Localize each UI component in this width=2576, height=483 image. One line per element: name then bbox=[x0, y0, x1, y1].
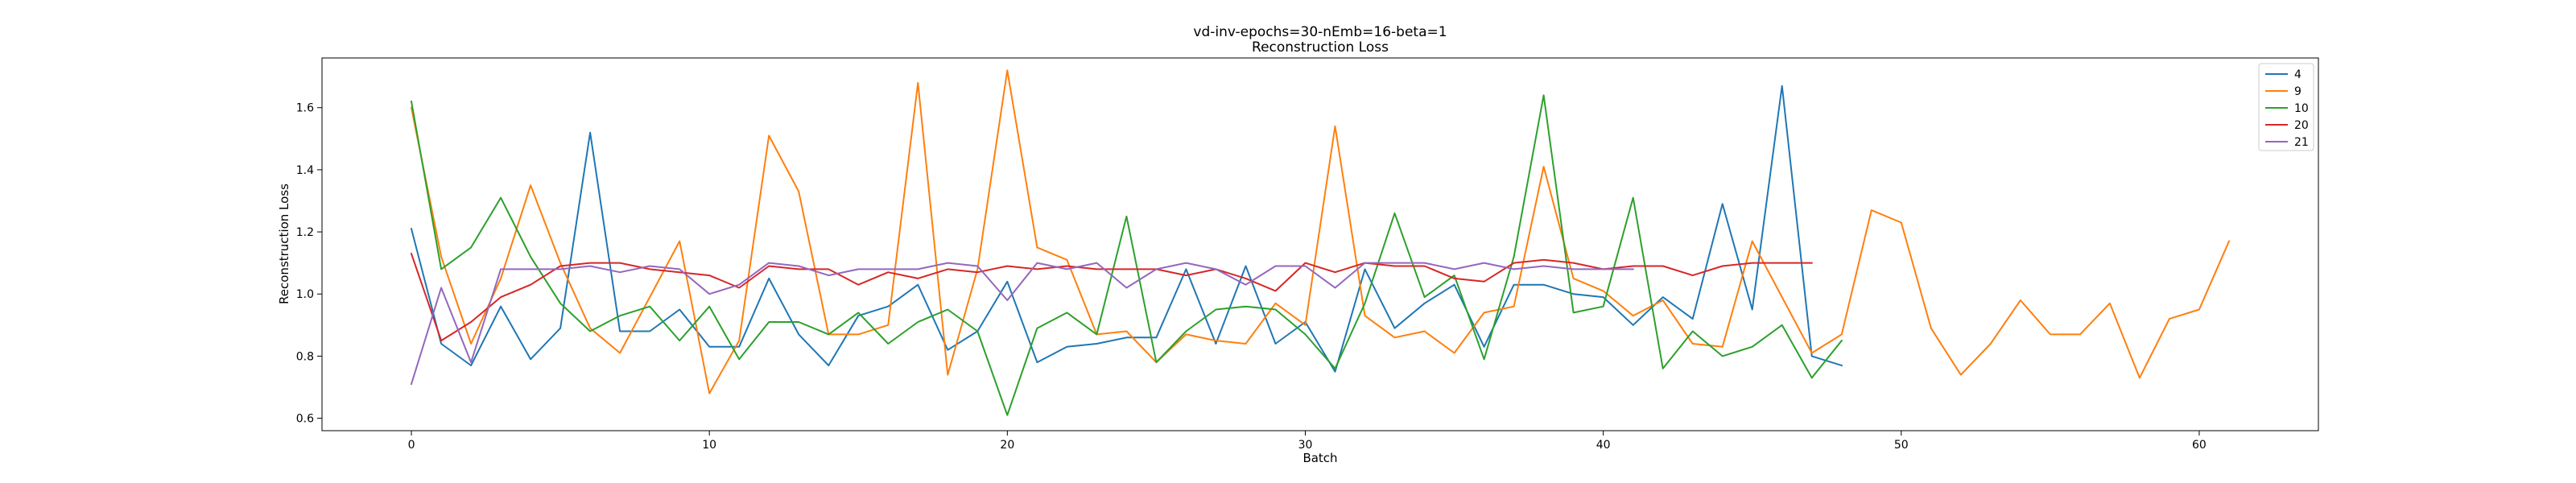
x-tick-label: 40 bbox=[1596, 439, 1611, 452]
legend-label-21: 21 bbox=[2294, 136, 2309, 149]
series-line-9 bbox=[410, 69, 2231, 394]
legend-label-10: 10 bbox=[2294, 102, 2309, 115]
x-tick-label: 20 bbox=[1000, 439, 1014, 452]
y-axis-label: Reconstruction Loss bbox=[277, 184, 291, 304]
series-line-21 bbox=[410, 262, 1634, 386]
plot-frame bbox=[321, 57, 2319, 431]
legend: 4 9 10 20 21 bbox=[2258, 63, 2314, 151]
x-axis-label: Batch bbox=[1302, 451, 1337, 465]
legend-label-4: 4 bbox=[2294, 68, 2301, 81]
x-axis: 0 10 20 30 40 50 60 bbox=[408, 431, 2207, 452]
y-tick-label: 0.6 bbox=[296, 413, 314, 426]
legend-label-9: 9 bbox=[2294, 85, 2301, 98]
chart-title: vd-inv-epochs=30-nEmb=16-beta=1 bbox=[1193, 24, 1447, 40]
y-axis: 0.6 0.8 1.0 1.2 1.4 1.6 bbox=[296, 102, 322, 426]
series-line-20 bbox=[410, 252, 1813, 342]
series-line-4 bbox=[410, 85, 1843, 373]
y-tick-label: 1.2 bbox=[296, 226, 314, 239]
y-tick-label: 1.0 bbox=[296, 288, 314, 301]
x-tick-label: 50 bbox=[1894, 439, 1909, 452]
x-tick-label: 60 bbox=[2192, 439, 2207, 452]
x-tick-label: 30 bbox=[1298, 439, 1313, 452]
legend-label-20: 20 bbox=[2294, 119, 2309, 132]
y-tick-label: 0.8 bbox=[296, 350, 314, 363]
y-tick-label: 1.4 bbox=[296, 164, 314, 177]
x-tick-label: 10 bbox=[702, 439, 716, 452]
x-tick-label: 0 bbox=[408, 439, 415, 452]
y-tick-label: 1.6 bbox=[296, 102, 314, 115]
series-layer bbox=[410, 69, 2231, 416]
series-line-10 bbox=[410, 94, 1843, 416]
chart-subtitle: Reconstruction Loss bbox=[1252, 39, 1389, 56]
